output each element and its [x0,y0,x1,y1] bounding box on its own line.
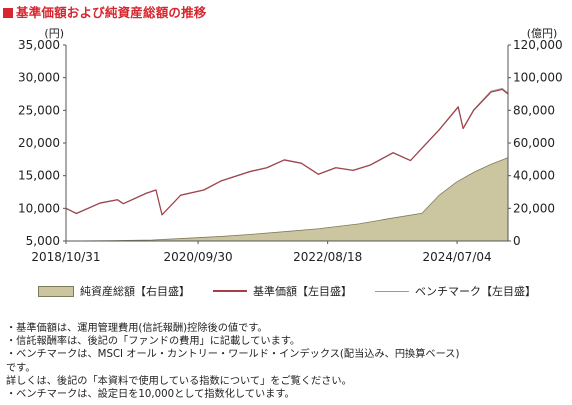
legend-item-nav: 基準価額【左目盛】 [213,283,352,299]
footnote: ・基準価額は、運用管理費用(信託報酬)控除後の値です。 [6,323,268,334]
y-right-tick-label: 0 [513,234,521,248]
y-right-tick-label: 120,000 [513,38,563,52]
nav-line [65,88,509,216]
y-left-tick-label: 10,000 [18,201,60,215]
y-right-tick-label: 40,000 [513,169,555,183]
y-left-tick-label: 25,000 [18,103,60,117]
legend-label-nav: 基準価額【左目盛】 [253,285,352,298]
x-tick-label: 2018/10/31 [31,250,100,264]
legend: 純資産総額【右目盛】 基準価額【左目盛】 ベンチマーク【左目盛】 [0,283,572,303]
y-left-unit: (円) [44,27,64,40]
y-left-tick-label: 20,000 [18,136,60,150]
legend-item-benchmark: ベンチマーク【左目盛】 [375,283,536,299]
footnote: ・ベンチマークは、設定日を10,000として指数化しています。 [6,389,295,401]
legend-swatch-nav [213,290,247,292]
net-assets-area [65,157,509,242]
footnote: ・ベンチマークは、MSCI オール・カントリー・ワールド・インデックス(配当込み… [6,349,460,361]
y-right-tick-label: 20,000 [513,201,555,215]
y-left-tick-label: 15,000 [18,169,60,183]
footnote: です。 [6,362,36,374]
x-tick-label: 2024/07/04 [422,250,491,264]
title-square-icon [3,8,13,18]
x-tick-label: 2022/08/18 [293,250,362,264]
x-tick-label: 2020/09/30 [163,250,232,264]
footnotes: ・基準価額は、運用管理費用(信託報酬)控除後の値です。 ・信託報酬率は、後記の「… [6,322,459,401]
footnote: ・信託報酬率は、後記の「ファンドの費用」に記載しています。 [6,336,301,348]
y-left-tick-label: 35,000 [18,38,60,52]
legend-item-net-assets: 純資産総額【右目盛】 [38,283,190,299]
chart-title-text: 基準価額および純資産総額の推移 [16,5,207,20]
y-left-tick-label: 5,000 [26,234,60,248]
y-right-tick-label: 80,000 [513,103,555,117]
footnote: 詳しくは、後記の「本資料で使用している指数について」をご覧ください。 [6,375,352,387]
y-right-unit: (億円) [527,27,558,40]
legend-label-net-assets: 純資産総額【右目盛】 [80,285,190,298]
y-right-tick-label: 60,000 [513,136,555,150]
legend-swatch-area [38,285,74,297]
y-left-tick-label: 30,000 [18,71,60,85]
y-right-tick-label: 100,000 [513,71,563,85]
legend-swatch-benchmark [375,290,409,292]
chart-area: 5,000 10,000 15,000 20,000 25,000 30,000 35,00… [18,27,563,264]
legend-label-benchmark: ベンチマーク【左目盛】 [415,285,536,298]
chart-title: 基準価額および純資産総額の推移 [3,2,207,21]
